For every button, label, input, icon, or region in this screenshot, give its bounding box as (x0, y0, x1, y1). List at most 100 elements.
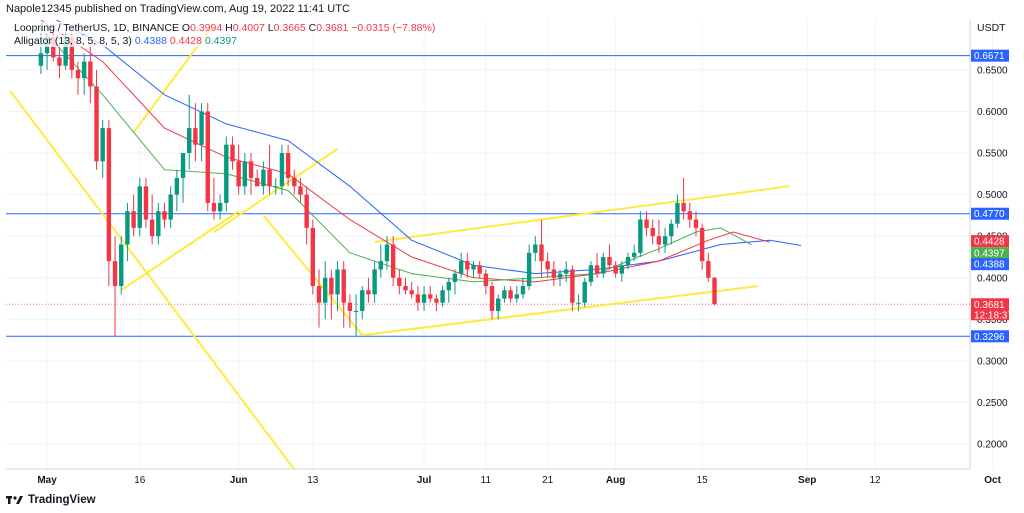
candle-body (415, 294, 421, 303)
x-tick-label: 13 (307, 475, 319, 486)
candle-body (576, 302, 581, 304)
candle-body (88, 61, 93, 87)
y-tick-label: 0.6000 (977, 107, 1008, 118)
x-tick-label: 12 (870, 475, 882, 486)
candle-body (446, 281, 451, 291)
candle-body (285, 153, 291, 178)
candle-body (465, 261, 470, 270)
candle-body (193, 128, 198, 145)
y-tick-label: 0.4000 (977, 273, 1008, 284)
indicator-price-tag: 0.4397 (974, 249, 1005, 260)
high-label: H (225, 22, 233, 34)
candle-body (248, 161, 254, 178)
candle-body (520, 286, 526, 295)
plot-area[interactable] (6, 12, 970, 490)
candle-body (440, 290, 445, 303)
symbol-legend: Loopring / TetherUS, 1D, BINANCE O0.3994… (12, 22, 438, 34)
candle-body (353, 311, 359, 313)
symbol-name[interactable]: Loopring / TetherUS, 1D, BINANCE (14, 22, 179, 34)
candle-body (106, 128, 112, 262)
footer (0, 490, 1024, 513)
y-tick-label: 0.3500 (977, 315, 1008, 326)
candle-body (329, 277, 334, 295)
low-label: L (267, 22, 274, 34)
candle-body (38, 53, 44, 66)
candle-body (384, 244, 390, 262)
candle-body (205, 111, 210, 203)
x-tick-label: Jun (230, 475, 248, 486)
candle-body (421, 294, 427, 303)
candle-body (242, 161, 248, 187)
candle-body (477, 265, 482, 274)
indicator-price-tag: 0.4428 (974, 237, 1005, 248)
publish-header: Napole12345 published on TradingView.com… (0, 0, 1024, 19)
trendline (362, 285, 758, 337)
candle-body (273, 186, 278, 188)
open-label: O (181, 22, 191, 34)
candle-body (187, 128, 192, 154)
candle-body (607, 256, 612, 266)
candle-body (483, 273, 489, 287)
candle-body (168, 194, 173, 220)
price-level-tag-bg (971, 330, 1009, 343)
candle-body (217, 202, 223, 212)
candle-body (681, 202, 686, 212)
candle-body (631, 252, 637, 257)
candle-body (255, 177, 260, 187)
candle-body (137, 186, 142, 228)
candle-body (335, 269, 340, 295)
y-tick-label: 0.2000 (977, 440, 1008, 451)
candle-body (322, 277, 328, 303)
candle-body (526, 252, 532, 287)
candle-body (613, 265, 618, 274)
candle-body (131, 211, 136, 228)
last-price-tag-bg (971, 298, 1009, 321)
candle-body (570, 269, 575, 303)
candle-body (706, 261, 711, 278)
candle-body (699, 227, 705, 262)
candle-body (489, 286, 495, 312)
candle-body (75, 69, 81, 79)
candle-body (112, 261, 118, 287)
candle-body (143, 186, 149, 220)
alligator-jaw-line (55, 20, 802, 275)
candle-body (539, 244, 544, 262)
open-value: 0.3994 (190, 22, 223, 34)
candle-body (230, 144, 235, 162)
candle-body (557, 273, 563, 278)
candle-body (390, 244, 396, 278)
candle-body (397, 277, 402, 287)
candle-body (149, 219, 155, 237)
indicator-legend: Alligator (13, 8, 5, 8, 5, 3) 0.4388 0.4… (12, 35, 240, 47)
trendline (120, 210, 240, 292)
candle-body (452, 273, 458, 282)
candle-body (502, 290, 507, 299)
candle-body (63, 36, 68, 66)
candle-body (594, 265, 600, 274)
teeth-value: 0.4428 (169, 35, 202, 47)
trendline (9, 90, 296, 469)
candle-body (650, 227, 655, 237)
close-value: 0.3681 (316, 22, 349, 34)
candle-body (508, 290, 513, 299)
candle-body (662, 236, 668, 245)
price-chart[interactable]: 0.20000.25000.30000.35000.40000.45000.50… (0, 0, 1024, 490)
candle-body (669, 223, 674, 237)
candle-body (199, 111, 204, 145)
candle-body (360, 290, 365, 312)
candle-body (378, 261, 383, 270)
tradingview-logo[interactable]: TradingView (6, 494, 96, 506)
price-level-tag-bg (971, 207, 1009, 220)
x-tick-label: Sep (798, 475, 816, 486)
indicator-name[interactable]: Alligator (13, 8, 5, 8, 5, 3) (14, 35, 132, 47)
candle-body (51, 36, 56, 58)
candle-body (211, 202, 217, 212)
candle-body (458, 261, 464, 274)
lips-value: 0.4397 (204, 35, 238, 47)
candle-body (125, 211, 130, 245)
x-tick-label: Jul (417, 475, 432, 486)
candle-body (316, 286, 322, 303)
candle-body (100, 128, 105, 162)
candle-body (341, 269, 346, 303)
candle-body (372, 269, 377, 295)
